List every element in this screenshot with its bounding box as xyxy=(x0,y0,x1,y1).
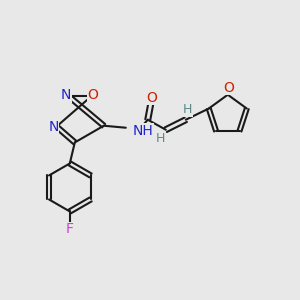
Text: F: F xyxy=(66,223,74,236)
Text: N: N xyxy=(48,120,59,134)
Text: O: O xyxy=(146,91,157,105)
Text: O: O xyxy=(87,88,98,102)
Text: N: N xyxy=(61,88,71,102)
Text: NH: NH xyxy=(133,124,154,138)
Text: O: O xyxy=(223,81,234,95)
Text: H: H xyxy=(183,103,193,116)
Text: H: H xyxy=(156,132,166,145)
